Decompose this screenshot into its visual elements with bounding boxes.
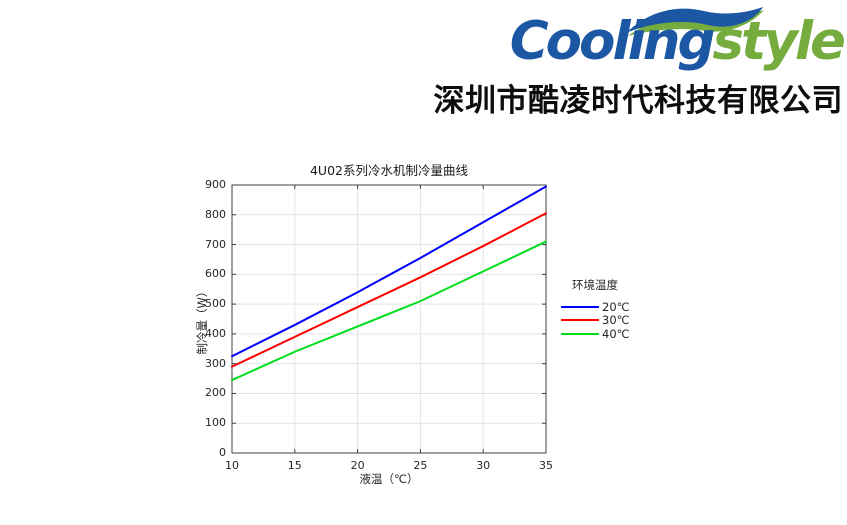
y-tick-label: 600 [205, 267, 226, 281]
legend-label: 20℃ [602, 299, 630, 314]
swoosh-blue-wave [626, 7, 763, 33]
series-line-0 [231, 185, 547, 358]
legend-title: 环境温度 [572, 278, 618, 292]
x-tick-label: 10 [225, 459, 239, 472]
brand-name-primary: Cooling [509, 11, 716, 72]
y-tick-label: 800 [205, 207, 226, 221]
legend-entry: 40℃ [561, 327, 630, 341]
company-name: 深圳市酷凌时代科技有限公司 [433, 83, 843, 119]
y-tick-label: 400 [205, 326, 226, 340]
chart-title: 4U02系列冷水机制冷量曲线 [309, 163, 468, 178]
legend-line-swatch [561, 319, 599, 322]
logo-swoosh-icon [626, 7, 764, 36]
legend-line-swatch [561, 305, 599, 308]
x-tick-label: 20 [350, 459, 365, 472]
y-tick-label: 500 [205, 297, 226, 311]
series-line-2 [231, 240, 547, 382]
y-tick-label: 900 [205, 178, 226, 191]
legend-label: 30℃ [602, 313, 630, 328]
y-tick-label: 100 [205, 416, 226, 430]
y-tick-label: 700 [205, 237, 226, 251]
x-tick-label: 30 [476, 459, 491, 472]
series-line-1 [231, 212, 547, 368]
x-axis-label: 液温（℃） [359, 472, 419, 486]
legend-line-swatch [561, 332, 599, 335]
legend-entries: 20℃ 30℃ 40℃ [561, 300, 630, 341]
brand-name-secondary: style [712, 11, 846, 72]
swoosh-green-wave [628, 10, 764, 36]
legend-label: 40℃ [602, 326, 630, 341]
x-tick-label: 15 [287, 459, 302, 472]
y-tick-label: 300 [205, 356, 226, 370]
legend-entry: 30℃ [561, 313, 630, 328]
y-axis-label: 制冷量（W） [195, 285, 209, 355]
plot-box [231, 184, 547, 454]
legend-entry: 20℃ [561, 300, 630, 314]
y-tick-label: 200 [205, 386, 226, 400]
brand-logo: Coolingstyle 深圳市酷凌时代科技有限公司 [427, 0, 847, 130]
x-tick-label: 35 [539, 459, 553, 472]
x-tick-label: 25 [413, 459, 428, 472]
y-tick-label: 0 [219, 446, 226, 459]
brand-name: Coolingstyle [509, 10, 846, 74]
chart-legend: 环境温度 20℃ 30℃ 40℃ [561, 277, 630, 341]
